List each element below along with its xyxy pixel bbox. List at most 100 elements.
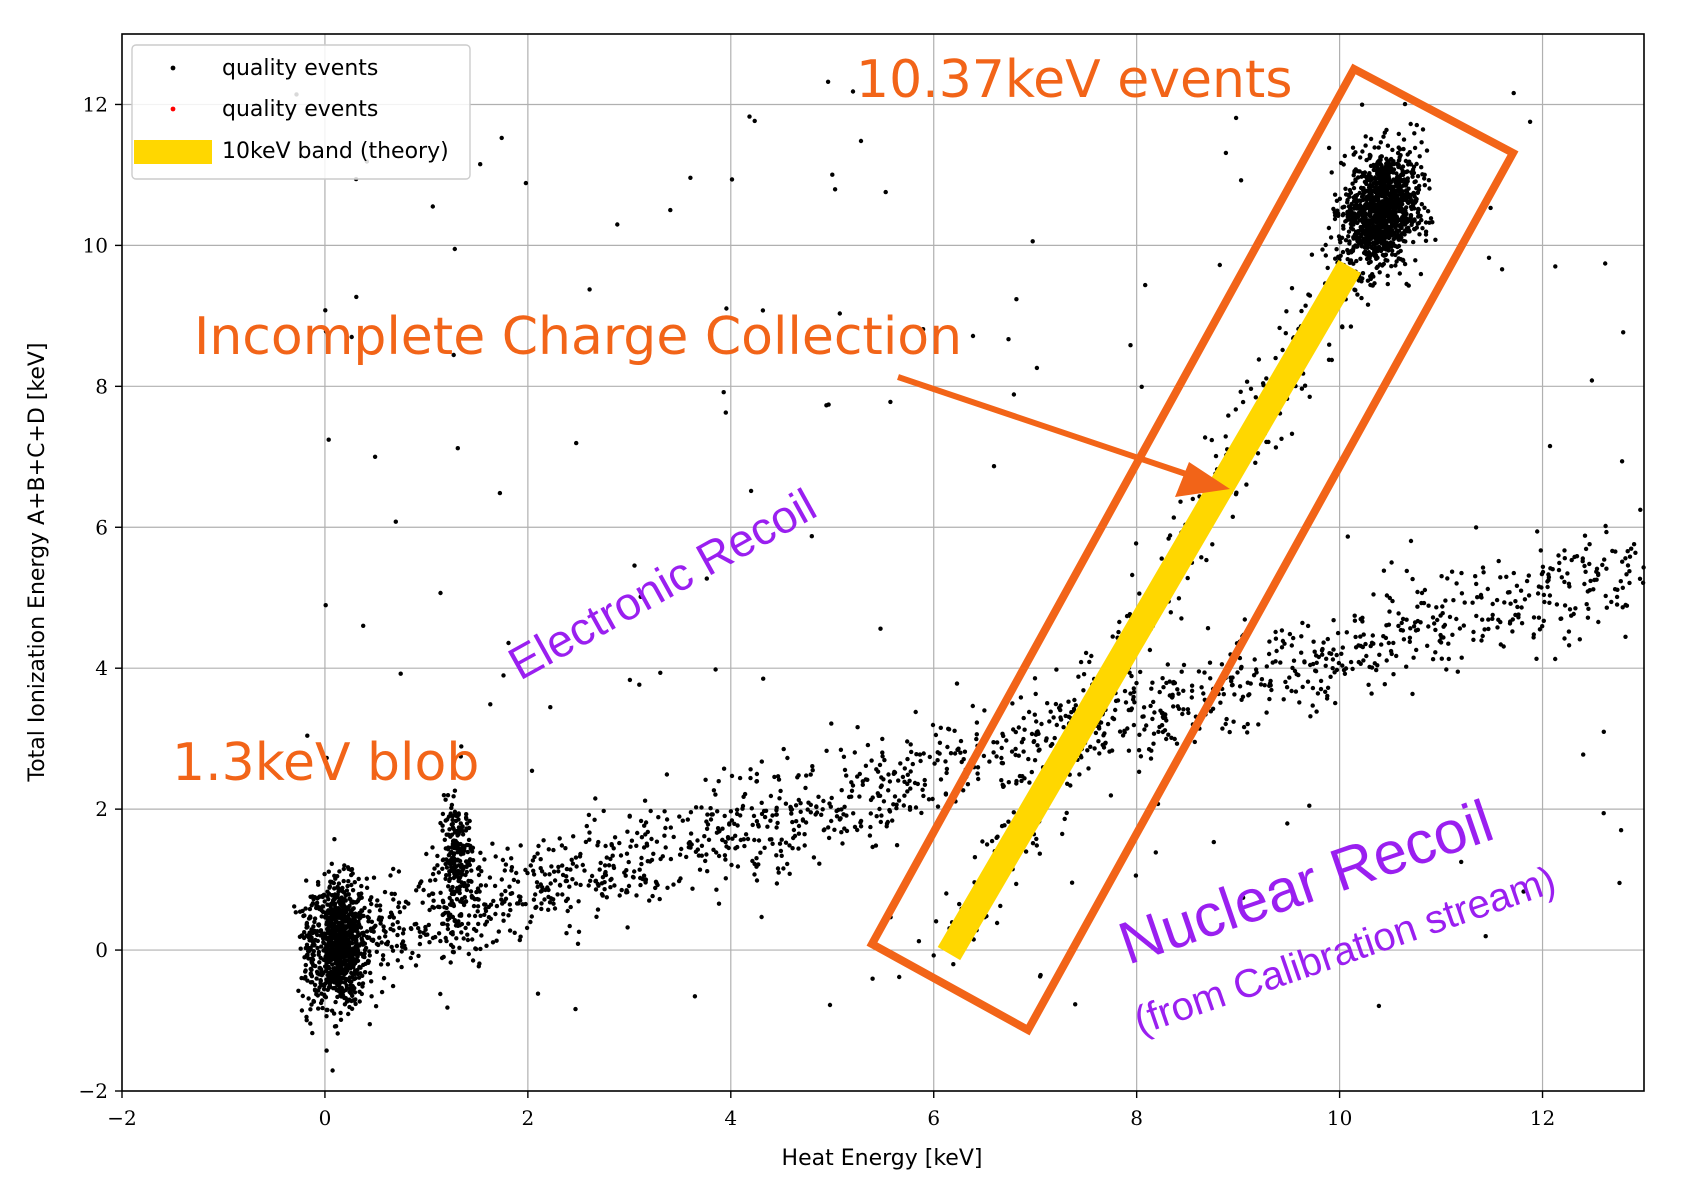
event-point [1230, 514, 1236, 519]
event-point [502, 868, 507, 873]
event-point [762, 814, 768, 820]
x-tick-label: 6 [927, 1106, 940, 1130]
event-point [1164, 718, 1169, 723]
event-point [932, 761, 937, 766]
event-point [509, 856, 514, 861]
event-point [1052, 735, 1057, 741]
event-point [1494, 597, 1500, 603]
event-point [307, 930, 312, 935]
event-point [336, 889, 341, 894]
event-point [318, 928, 324, 933]
event-point [348, 991, 354, 996]
event-point [1330, 657, 1336, 662]
event-point [741, 837, 746, 842]
event-point [501, 673, 506, 678]
event-point [644, 841, 649, 846]
event-point [713, 792, 718, 797]
event-point [1374, 667, 1379, 673]
event-point [1327, 342, 1332, 347]
event-point [714, 850, 719, 855]
event-point [787, 871, 792, 876]
event-point [919, 810, 924, 816]
event-point [1390, 170, 1396, 175]
event-point [1314, 709, 1319, 714]
event-point [1388, 165, 1394, 170]
event-point [396, 904, 401, 910]
event-point [1130, 572, 1135, 578]
event-point [1414, 122, 1420, 128]
event-point [1310, 685, 1316, 691]
event-point [1638, 507, 1643, 512]
event-point [547, 872, 552, 877]
event-point [908, 786, 913, 791]
event-point [352, 880, 357, 885]
event-point [574, 440, 579, 446]
event-point [538, 857, 543, 862]
event-point [754, 878, 760, 883]
event-point [1426, 603, 1431, 608]
event-point [376, 942, 381, 948]
event-point [1307, 394, 1312, 399]
event-point [778, 788, 783, 794]
event-point [1417, 154, 1422, 159]
event-point [349, 872, 354, 878]
event-point [1397, 147, 1403, 152]
event-point [440, 898, 446, 903]
event-point [970, 703, 975, 709]
event-point [478, 162, 483, 167]
event-point [689, 842, 694, 847]
event-point [793, 803, 799, 808]
event-point [1159, 723, 1165, 728]
event-point [1416, 206, 1421, 212]
event-point [1305, 679, 1311, 684]
event-point [573, 855, 579, 860]
event-point [1430, 657, 1436, 662]
event-point [1610, 548, 1615, 554]
event-point [1343, 192, 1349, 197]
event-point [1425, 643, 1430, 648]
event-point [1006, 780, 1011, 785]
event-point [551, 901, 556, 906]
event-point [1443, 598, 1448, 603]
event-point [1408, 162, 1414, 167]
event-point [464, 864, 469, 869]
event-point [483, 883, 489, 888]
event-point [913, 709, 918, 715]
event-point [1231, 719, 1236, 724]
event-point [1478, 592, 1484, 598]
event-point [358, 925, 364, 930]
event-point [1375, 255, 1380, 260]
event-point [1391, 640, 1396, 646]
event-point [389, 944, 394, 950]
event-point [894, 806, 899, 811]
event-point [1415, 627, 1421, 632]
event-point [448, 930, 454, 936]
event-point [1591, 587, 1596, 592]
event-point [315, 896, 320, 901]
event-point [501, 912, 506, 917]
event-point [1594, 577, 1599, 582]
event-point [1384, 156, 1389, 161]
event-point [1386, 640, 1392, 646]
event-point [478, 913, 483, 918]
event-point [1382, 682, 1388, 687]
event-point [1326, 225, 1332, 231]
event-point [984, 842, 990, 847]
event-point [568, 904, 573, 910]
event-point [870, 844, 875, 850]
event-point [1313, 653, 1319, 658]
event-point [1278, 660, 1283, 665]
event-point [1408, 626, 1413, 631]
event-point [641, 873, 647, 878]
event-point [565, 896, 570, 901]
event-point [931, 953, 936, 958]
event-point [770, 813, 775, 818]
event-point [421, 887, 426, 893]
event-point [839, 788, 844, 793]
event-point [488, 902, 494, 907]
event-point [322, 957, 327, 963]
event-point [576, 929, 582, 934]
event-point [1268, 678, 1273, 684]
event-point [1178, 499, 1183, 504]
event-point [1480, 565, 1486, 570]
